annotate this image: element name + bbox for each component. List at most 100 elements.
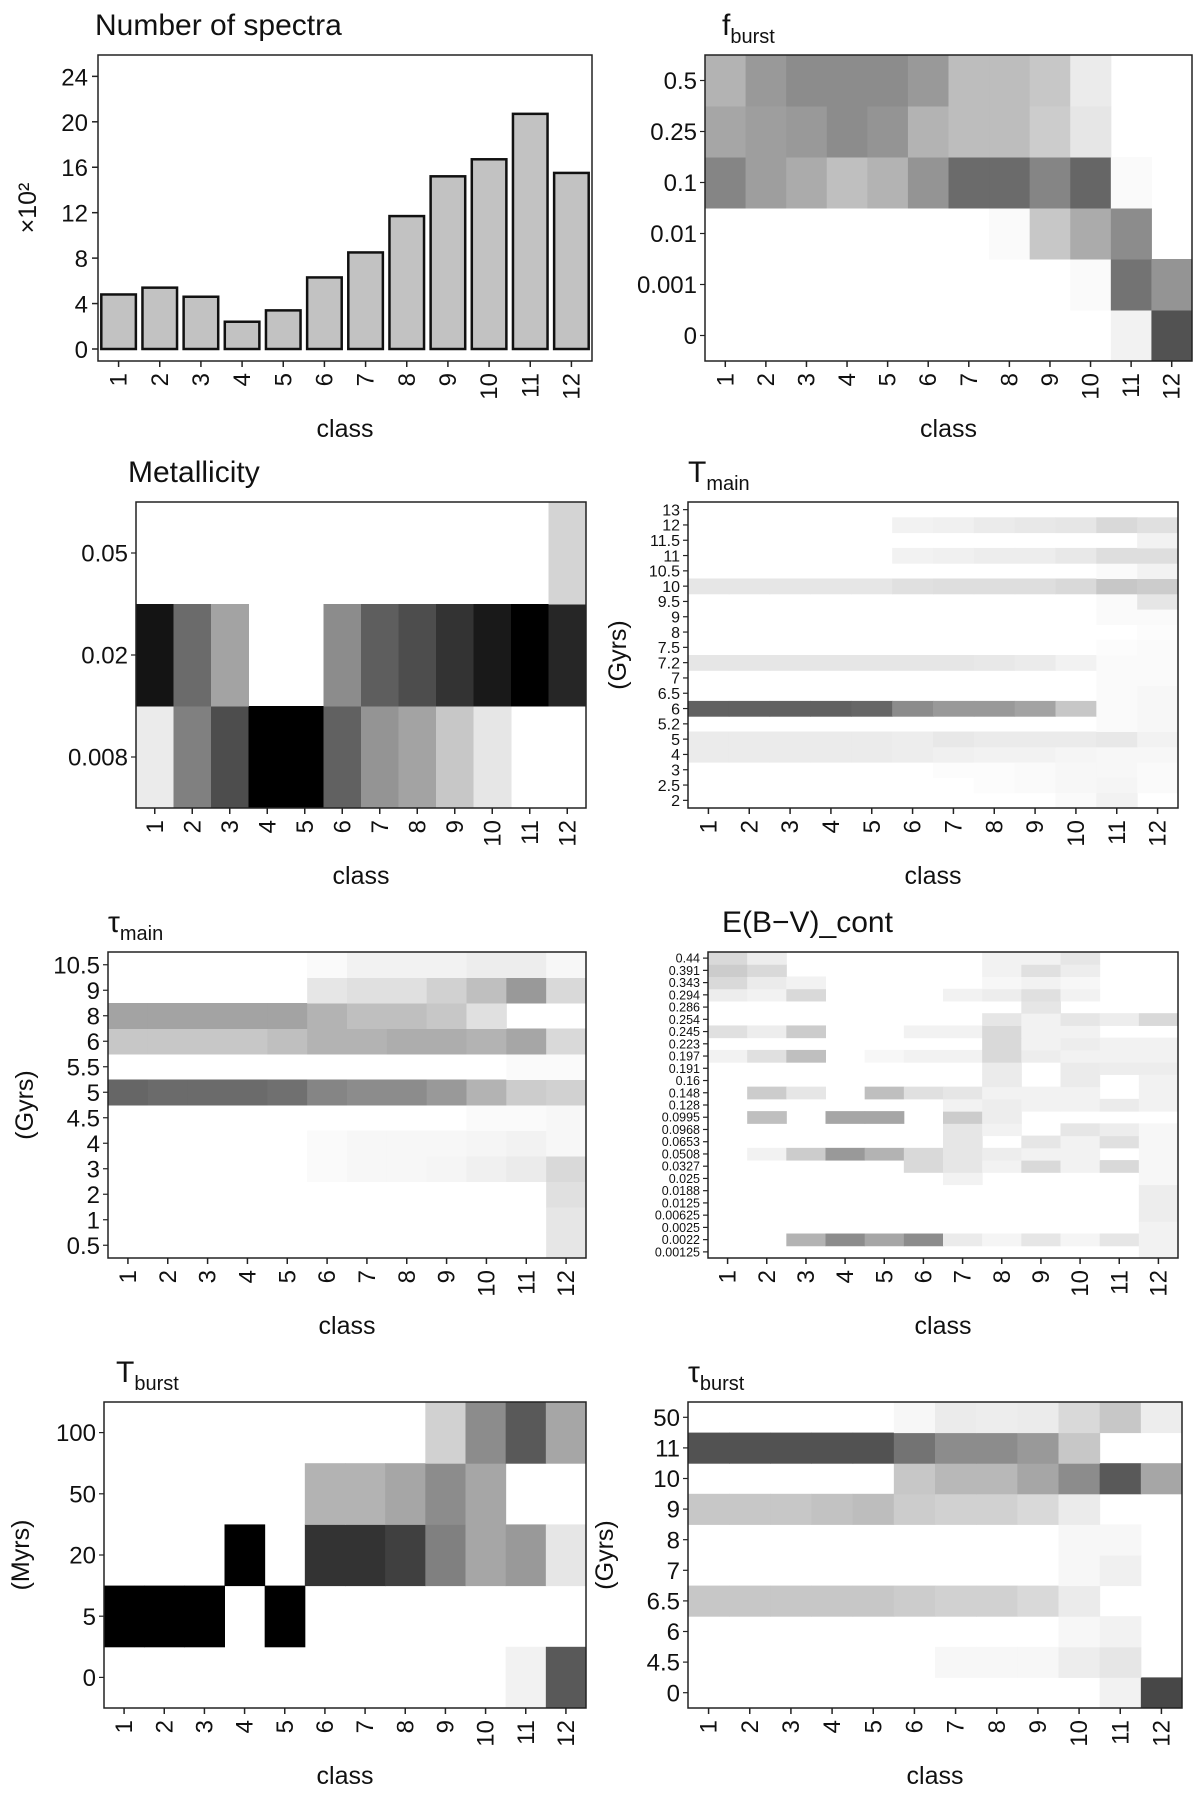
y-tick-label: 0.197 xyxy=(669,1050,700,1064)
heatmap-cell xyxy=(1110,310,1152,362)
heatmap-cell xyxy=(867,106,909,158)
heatmap-cell xyxy=(1017,1493,1059,1525)
heatmap-cell xyxy=(465,1463,507,1525)
heatmap-cell xyxy=(933,762,975,778)
x-tick-label: 4 xyxy=(232,1720,259,1733)
heatmap-cell xyxy=(989,208,1031,260)
y-tick-label: 7 xyxy=(671,671,680,688)
heatmap-cell xyxy=(1021,1135,1061,1149)
heatmap-cell xyxy=(935,1402,977,1434)
heatmap-cell xyxy=(745,106,787,158)
x-tick-label: 8 xyxy=(394,373,421,386)
bar-class-10 xyxy=(470,158,508,351)
heatmap-cell xyxy=(1060,1062,1101,1075)
heatmap-cell xyxy=(1137,639,1179,656)
heatmap-cell xyxy=(1151,310,1193,362)
heatmap-cell xyxy=(770,1493,812,1525)
panel-title: τburst xyxy=(688,1356,745,1395)
heatmap-cell xyxy=(227,1028,268,1055)
y-tick-label: 7.2 xyxy=(658,655,680,672)
y-tick-label: 0.128 xyxy=(669,1099,700,1113)
x-tick-label: 8 xyxy=(404,820,431,833)
y-axis-label: (Gyrs) xyxy=(591,1520,619,1589)
y-tick-label: 5 xyxy=(87,1080,100,1107)
heatmap-cell xyxy=(688,731,730,748)
heatmap-cell xyxy=(506,1079,547,1106)
heatmap-cell xyxy=(1137,655,1179,671)
heatmap-cell xyxy=(1137,532,1179,549)
heatmap-cell xyxy=(982,952,1022,965)
panel-title: τmain xyxy=(108,906,163,945)
heatmap-cell xyxy=(1060,952,1101,965)
heatmap-cell xyxy=(893,1432,936,1464)
heatmap-cell xyxy=(973,762,1016,778)
heatmap-cell xyxy=(811,1493,854,1525)
heatmap-cell xyxy=(307,1130,348,1157)
heatmap-cell xyxy=(982,976,1022,990)
heatmap-cell xyxy=(1070,55,1112,107)
heatmap-cell xyxy=(187,1079,228,1106)
heatmap-cell xyxy=(425,1524,466,1587)
heatmap-cell xyxy=(1137,578,1179,595)
heatmap-cell xyxy=(1099,1646,1142,1678)
heatmap-cell xyxy=(688,1493,730,1525)
heatmap-cell xyxy=(708,1025,748,1039)
heatmap-cell xyxy=(943,1172,983,1186)
heatmap-cell xyxy=(1029,55,1071,107)
heatmap-cell xyxy=(903,1160,944,1173)
x-tick-label: 1 xyxy=(115,1270,142,1283)
heatmap-cell xyxy=(892,578,934,595)
y-tick-label: 0.008 xyxy=(68,745,128,772)
y-tick-label: 7 xyxy=(667,1558,680,1585)
heatmap-cell xyxy=(386,1130,428,1157)
heatmap-cell xyxy=(1138,1098,1179,1112)
y-tick-label: 13 xyxy=(662,502,680,519)
heatmap-cell xyxy=(1055,731,1097,748)
heatmap-cell xyxy=(1138,1172,1179,1186)
y-tick-label: 24 xyxy=(61,64,88,91)
heatmap-cell xyxy=(826,157,868,209)
heatmap-cell xyxy=(1021,1098,1061,1112)
heatmap-cell xyxy=(1096,731,1138,748)
heatmap-cell xyxy=(903,1049,944,1063)
heatmap-cell xyxy=(546,1028,587,1055)
heatmap-cell xyxy=(548,604,587,707)
heatmap-cell xyxy=(1058,1616,1101,1648)
plot-frame xyxy=(687,1401,1183,1709)
x-tick-label: 4 xyxy=(818,820,845,833)
y-tick-label: 16 xyxy=(61,155,88,182)
heatmap-cell xyxy=(1021,976,1061,990)
heatmap-cell xyxy=(826,106,868,158)
panel-title: Tburst xyxy=(116,1356,179,1395)
heatmap-cell xyxy=(1099,1402,1142,1434)
heatmap-cell xyxy=(347,952,388,978)
heatmap-cell xyxy=(1070,157,1112,209)
heatmap-cell xyxy=(1014,578,1056,595)
y-tick-label: 0 xyxy=(75,337,88,364)
heatmap-cell xyxy=(907,157,949,209)
heatmap-cell xyxy=(728,700,771,717)
x-tick-label: 8 xyxy=(989,1270,1016,1283)
y-axis-label: (Gyrs) xyxy=(11,1070,39,1139)
heatmap-cell xyxy=(933,517,975,534)
heatmap-cell xyxy=(506,1156,547,1182)
heatmap-cell xyxy=(466,1105,507,1131)
x-tick-label: 8 xyxy=(394,1270,421,1283)
heatmap-cell xyxy=(903,1233,944,1247)
heatmap-cell xyxy=(982,988,1022,1002)
y-tick-label: 0.0327 xyxy=(662,1160,700,1174)
x-axis-label: class xyxy=(317,415,374,443)
y-tick-label: 8 xyxy=(671,625,680,642)
heatmap-cell xyxy=(935,1585,977,1617)
heatmap-cell xyxy=(973,517,1016,534)
x-tick-label: 12 xyxy=(554,820,581,847)
heatmap-cell xyxy=(426,1079,467,1106)
heatmap-cell xyxy=(347,1079,388,1106)
heatmap-cell xyxy=(1060,988,1101,1002)
heatmap-cell xyxy=(810,746,852,763)
heatmap-cell xyxy=(1096,777,1138,794)
bar-class-1 xyxy=(100,293,138,351)
heatmap-cell xyxy=(1021,1000,1061,1014)
heatmap-cell xyxy=(1060,976,1101,990)
heatmap-cell xyxy=(1021,1037,1061,1051)
